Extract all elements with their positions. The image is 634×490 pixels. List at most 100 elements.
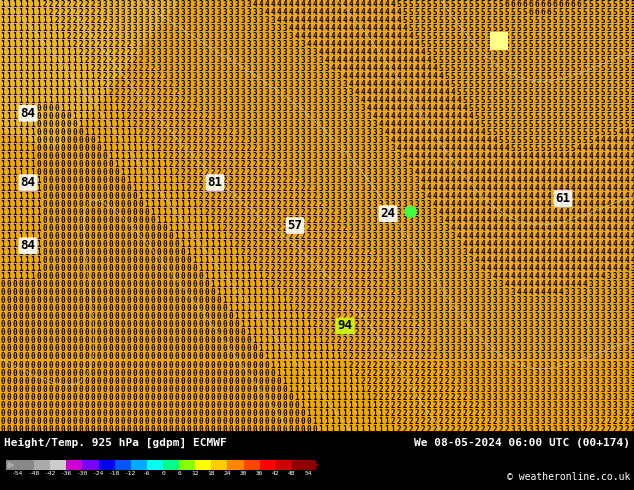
Text: 5: 5 [475,64,479,73]
Text: 2: 2 [169,80,173,89]
Text: 3: 3 [354,184,359,193]
Text: 5: 5 [559,40,564,49]
Text: 2: 2 [337,296,341,305]
Text: 1: 1 [13,256,17,265]
Text: 1: 1 [7,72,11,81]
Text: 0: 0 [210,352,216,362]
Text: 2: 2 [264,176,269,185]
Text: 5: 5 [511,31,515,41]
Text: 0: 0 [108,208,113,217]
Text: 1: 1 [271,361,275,369]
Text: 0: 0 [73,232,77,241]
Text: 3: 3 [343,152,347,161]
Text: 0: 0 [55,264,60,273]
Text: 3: 3 [499,416,503,426]
Text: 3: 3 [409,264,413,273]
Text: 2: 2 [409,416,413,426]
Text: 4: 4 [553,240,557,249]
Text: 0: 0 [193,272,197,281]
Text: 3: 3 [481,280,485,289]
Text: 0: 0 [30,320,36,329]
Text: 2: 2 [313,232,317,241]
Text: 4: 4 [487,240,491,249]
Text: 61: 61 [555,192,571,205]
Text: 5: 5 [487,96,491,105]
Text: 4: 4 [361,96,365,105]
Text: 2: 2 [115,56,119,65]
Text: 4: 4 [391,112,396,121]
Text: 4: 4 [529,280,533,289]
Text: 3: 3 [193,24,197,32]
Text: 3: 3 [253,128,257,137]
Text: 4: 4 [499,216,503,225]
Text: 3: 3 [607,313,611,321]
Text: 5: 5 [427,48,431,57]
Text: 2: 2 [264,240,269,249]
Text: 5: 5 [444,72,450,81]
Text: 3: 3 [193,72,197,81]
Text: 0: 0 [151,240,155,249]
Text: 3: 3 [120,16,126,24]
Text: 0: 0 [108,192,113,201]
Text: 2: 2 [325,288,329,297]
Text: 2: 2 [247,200,251,209]
Text: 0: 0 [49,320,53,329]
Text: 1: 1 [210,240,216,249]
Text: 0: 0 [163,256,167,265]
Text: 0: 0 [42,320,48,329]
Text: 5: 5 [595,96,599,105]
Text: 1: 1 [175,176,179,185]
Text: 0: 0 [181,416,185,426]
Text: 3: 3 [271,56,275,65]
Text: 5: 5 [559,7,564,17]
Text: 0: 0 [115,248,119,257]
Text: 1: 1 [42,88,48,97]
Text: 0: 0 [139,224,143,233]
Text: 5: 5 [565,64,569,73]
Text: 3: 3 [301,104,306,113]
Text: 3: 3 [361,136,365,145]
Text: 4: 4 [583,240,587,249]
Text: 2: 2 [439,361,443,369]
Text: 0: 0 [133,344,138,353]
Text: 5: 5 [612,24,618,32]
Text: 0: 0 [145,272,150,281]
Text: 0: 0 [67,368,71,377]
Text: 3: 3 [409,216,413,225]
Text: 3: 3 [534,320,540,329]
Text: 3: 3 [589,313,593,321]
Text: 2: 2 [264,152,269,161]
Text: 3: 3 [493,337,497,345]
Text: 0: 0 [79,344,83,353]
Text: 2: 2 [276,176,281,185]
Text: 4: 4 [505,232,509,241]
Text: 3: 3 [354,200,359,209]
Text: 3: 3 [565,352,569,362]
Text: 3: 3 [253,40,257,49]
Text: 4: 4 [343,0,347,8]
Text: 0: 0 [120,192,126,201]
Text: 0: 0 [49,248,53,257]
Text: 4: 4 [577,168,581,177]
Text: 3: 3 [349,176,353,185]
Text: 0: 0 [97,320,101,329]
Text: 3: 3 [559,425,564,434]
Text: 4: 4 [607,224,611,233]
Text: 3: 3 [325,96,329,105]
Text: 0: 0 [61,272,65,281]
Text: 3: 3 [264,24,269,32]
Text: 1: 1 [115,128,119,137]
Text: 3: 3 [217,72,221,81]
Text: 5: 5 [397,0,401,8]
Text: 5: 5 [517,120,521,129]
Text: 5: 5 [511,80,515,89]
Text: 4: 4 [619,248,623,257]
Text: 0: 0 [108,352,113,362]
Text: 1: 1 [247,280,251,289]
Text: 0: 0 [115,361,119,369]
Text: 0: 0 [55,184,60,193]
Text: 1: 1 [259,320,263,329]
Text: 3: 3 [444,320,450,329]
Text: 3: 3 [319,104,323,113]
Text: 0: 0 [91,352,95,362]
